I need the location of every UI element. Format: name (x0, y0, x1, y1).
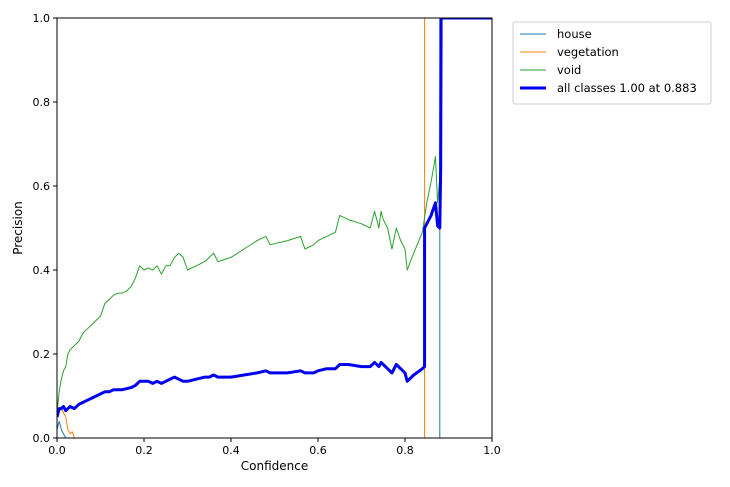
legend-label-0: house (557, 27, 592, 41)
x-axis-ticks: 0.0 0.2 0.4 0.6 0.8 1.0 (48, 438, 501, 457)
y-axis-ticks: 0.0 0.2 0.4 0.6 0.8 1.0 (33, 12, 57, 445)
y-axis-label: Precision (11, 201, 25, 255)
x-tick-label: 0.0 (48, 444, 66, 457)
plot-frame (56, 17, 493, 439)
y-tick-label: 0.2 (33, 348, 51, 361)
y-tick-label: 0.0 (33, 432, 51, 445)
x-tick-label: 1.0 (483, 444, 501, 457)
legend-label-1: vegetation (557, 45, 619, 59)
series-layer (57, 18, 492, 438)
legend-label-2: void (557, 63, 581, 77)
series-line-0 (57, 18, 492, 438)
x-tick-label: 0.6 (309, 444, 327, 457)
legend: house vegetation void all classes 1.00 at 0… (512, 21, 712, 105)
y-tick-label: 0.6 (33, 180, 51, 193)
x-tick-label: 0.2 (135, 444, 153, 457)
legend-label-3: all classes 1.00 at 0.883 (557, 81, 697, 95)
x-tick-label: 0.8 (396, 444, 414, 457)
y-tick-label: 0.4 (33, 264, 51, 277)
series-line-2 (57, 18, 492, 413)
series-line-1 (57, 18, 492, 438)
y-tick-label: 1.0 (33, 12, 51, 25)
legend-frame (512, 21, 712, 105)
series-line-3 (57, 18, 492, 418)
y-tick-label: 0.8 (33, 96, 51, 109)
x-axis-label: Confidence (241, 459, 308, 473)
x-tick-label: 0.4 (222, 444, 240, 457)
